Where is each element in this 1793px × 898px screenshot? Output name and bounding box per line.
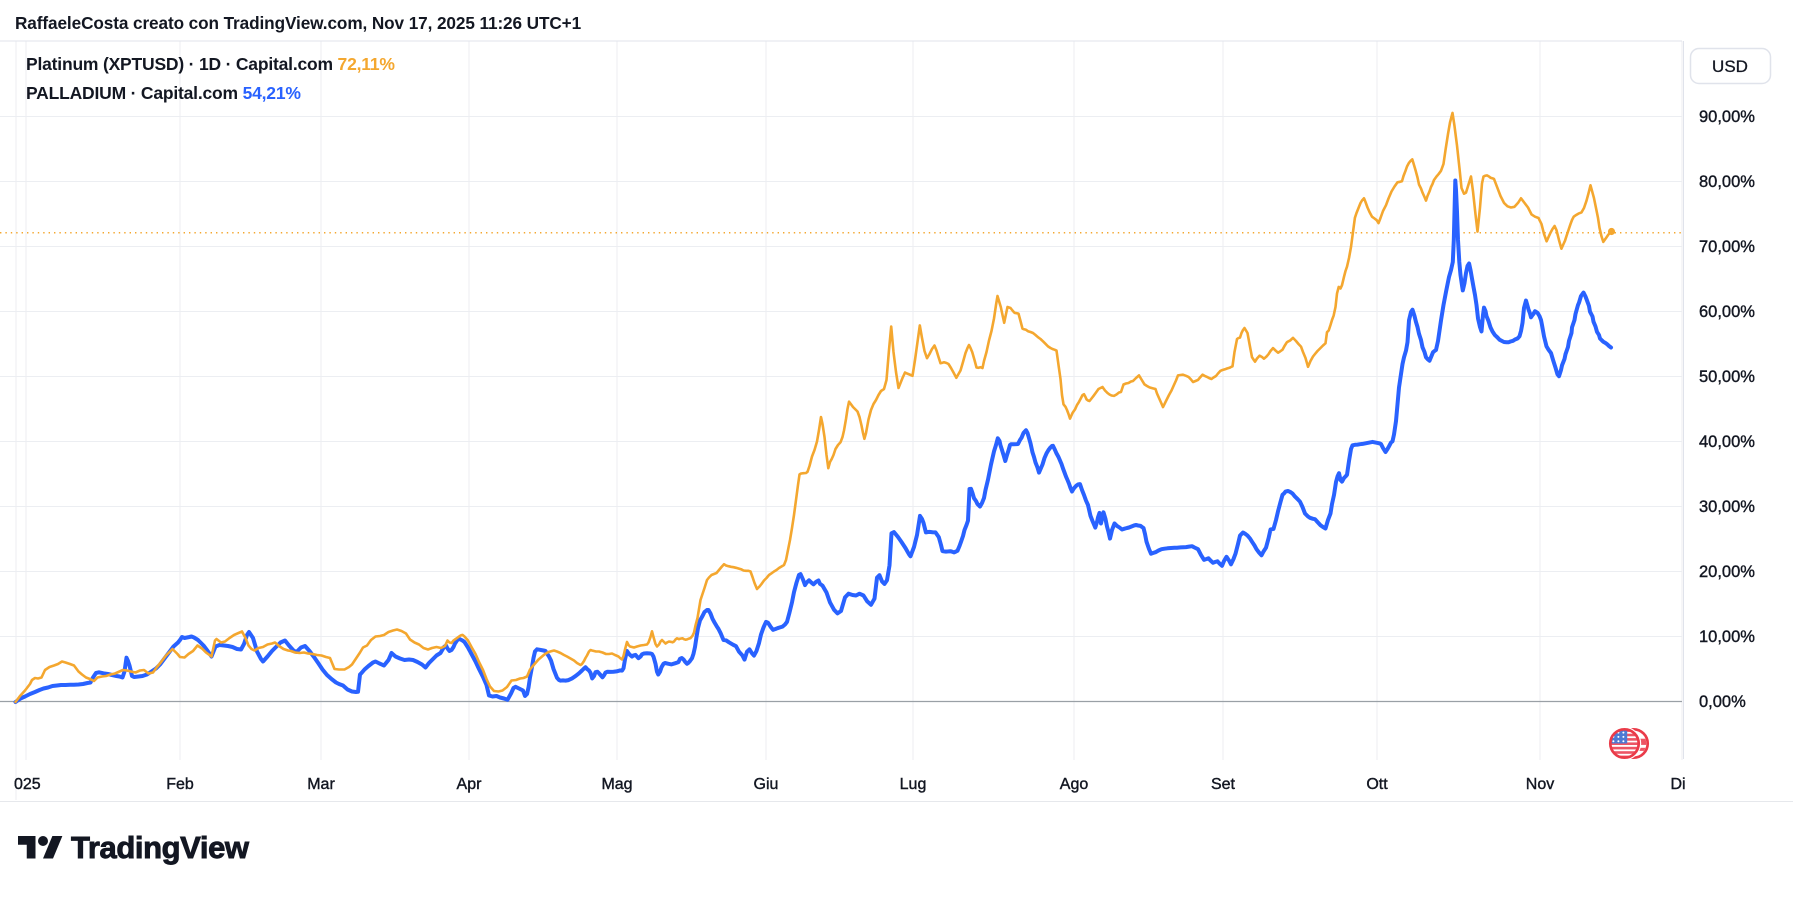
svg-text:50,00%: 50,00% — [1699, 368, 1755, 386]
svg-text:025: 025 — [14, 776, 41, 793]
svg-text:30,00%: 30,00% — [1699, 498, 1755, 516]
svg-text:Mar: Mar — [307, 776, 335, 793]
svg-text:0,00%: 0,00% — [1699, 693, 1746, 711]
svg-text:TradingView: TradingView — [71, 830, 250, 865]
svg-text:60,00%: 60,00% — [1699, 303, 1755, 321]
svg-text:Mag: Mag — [601, 776, 632, 793]
svg-text:Lug: Lug — [900, 776, 927, 793]
svg-text:10,00%: 10,00% — [1699, 628, 1755, 646]
svg-text:Ott: Ott — [1366, 776, 1388, 793]
svg-text:Nov: Nov — [1526, 776, 1554, 793]
svg-text:Apr: Apr — [457, 776, 483, 793]
svg-text:Set: Set — [1211, 776, 1236, 793]
svg-text:20,00%: 20,00% — [1699, 563, 1755, 581]
svg-text:90,00%: 90,00% — [1699, 108, 1755, 126]
svg-text:USD: USD — [1712, 57, 1748, 76]
svg-text:Giu: Giu — [754, 776, 779, 793]
svg-text:Platinum (XPTUSD) · 1D · Capit: Platinum (XPTUSD) · 1D · Capital.com 72,… — [26, 54, 395, 74]
svg-text:40,00%: 40,00% — [1699, 433, 1755, 451]
svg-text:Ago: Ago — [1060, 776, 1089, 793]
svg-text:Feb: Feb — [166, 776, 194, 793]
svg-text:80,00%: 80,00% — [1699, 173, 1755, 191]
svg-text:PALLADIUM · Capital.com 54,21%: PALLADIUM · Capital.com 54,21% — [26, 83, 301, 103]
svg-text:70,00%: 70,00% — [1699, 238, 1755, 256]
svg-text:Di: Di — [1670, 776, 1685, 793]
svg-text:RaffaeleCosta creato con Tradi: RaffaeleCosta creato con TradingView.com… — [15, 13, 582, 33]
